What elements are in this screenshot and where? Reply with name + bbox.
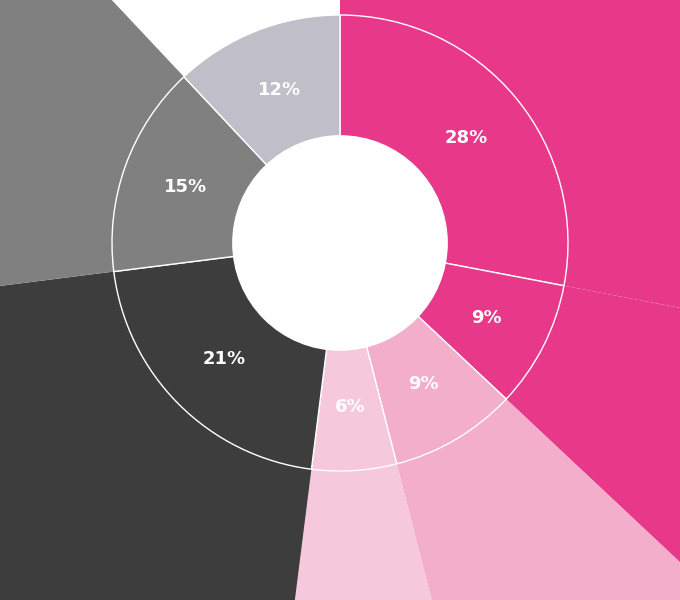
Text: 28%: 28% (445, 130, 488, 148)
Polygon shape (0, 272, 311, 600)
Polygon shape (506, 286, 680, 600)
Wedge shape (311, 243, 396, 471)
Polygon shape (240, 464, 539, 600)
Text: 21%: 21% (203, 350, 245, 368)
Polygon shape (396, 399, 680, 600)
Wedge shape (340, 243, 506, 464)
Text: 6%: 6% (335, 398, 366, 416)
Polygon shape (0, 0, 184, 343)
Text: 15%: 15% (164, 178, 207, 196)
Polygon shape (340, 0, 680, 392)
Text: 9%: 9% (408, 375, 439, 393)
Wedge shape (340, 15, 568, 286)
Wedge shape (112, 77, 340, 272)
Circle shape (233, 136, 447, 350)
Wedge shape (340, 243, 564, 399)
Wedge shape (184, 15, 340, 243)
Wedge shape (114, 243, 340, 469)
Text: 12%: 12% (258, 82, 301, 100)
Text: 9%: 9% (471, 308, 502, 326)
